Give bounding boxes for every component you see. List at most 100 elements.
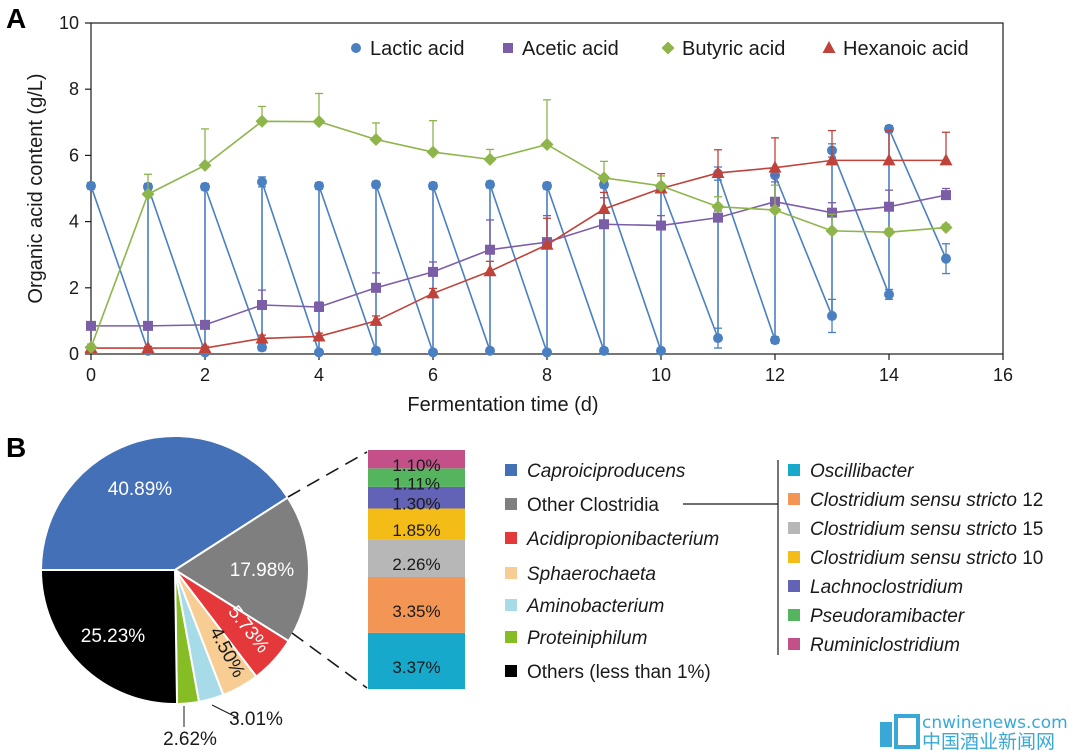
data-point — [141, 187, 155, 201]
watermark: cnwinenews.com 中国酒业新闻网 — [880, 713, 1068, 753]
legend-label: Aminobacterium — [526, 596, 664, 617]
bar-segment-ruminiclostridium — [368, 450, 465, 469]
bar-segment-lachnoclostridium — [368, 486, 465, 509]
series-hexanoic-acid — [84, 129, 953, 354]
y-axis-title: Organic acid content (g/L) — [25, 73, 47, 303]
legend-label: Butyric acid — [682, 38, 785, 60]
x-tick-label: 8 — [542, 365, 552, 385]
legend-swatch — [505, 599, 517, 611]
bar-segment-clostridium-sensu-stricto-12 — [368, 577, 465, 633]
data-point — [483, 152, 497, 166]
connector-dash-bottom — [291, 632, 368, 689]
data-point — [198, 158, 212, 172]
data-point — [143, 320, 153, 331]
data-point — [255, 331, 269, 344]
x-tick-label: 14 — [879, 365, 899, 385]
watermark-name: 中国酒业新闻网 — [922, 731, 1055, 753]
legend-marker — [661, 41, 675, 55]
data-point — [314, 347, 324, 358]
legend-label: Pseudoramibacter — [810, 606, 965, 627]
panel-a-letter: A — [6, 3, 26, 34]
data-point — [882, 153, 896, 166]
bar-segment-label: 3.37% — [392, 658, 440, 677]
watermark-site: cnwinenews.com — [922, 713, 1068, 733]
legend-marker — [351, 43, 361, 53]
x-tick-label: 4 — [314, 365, 324, 385]
data-point — [312, 115, 326, 129]
legend-label: Caproiciproducens — [527, 461, 686, 482]
data-point — [257, 300, 267, 311]
legend-label: Oscillibacter — [810, 461, 914, 482]
data-point — [314, 180, 324, 191]
data-point — [656, 220, 666, 231]
legend-label: Clostridium sensu stricto 12 — [810, 490, 1043, 511]
data-point — [656, 345, 666, 356]
legend-marker — [822, 41, 836, 53]
legend-swatch — [788, 638, 800, 650]
data-point — [485, 345, 495, 356]
legend-label: Acidipropionibacterium — [526, 529, 719, 550]
data-point — [314, 301, 324, 312]
leader-line — [211, 704, 239, 719]
x-tick-label: 6 — [428, 365, 438, 385]
legend-label: Ruminiclostridium — [810, 635, 960, 656]
data-point — [255, 114, 269, 128]
data-point — [711, 165, 725, 178]
data-point — [713, 333, 723, 344]
data-point — [713, 212, 723, 223]
data-point — [941, 190, 951, 201]
series-lactic-acid — [86, 123, 951, 358]
legend-label: Clostridium sensu stricto 10 — [810, 548, 1043, 569]
pie-label: 40.89% — [108, 479, 173, 500]
data-point — [257, 342, 267, 353]
data-point — [371, 179, 381, 190]
data-point — [597, 171, 611, 185]
legend-label: Lachnoclostridium — [810, 577, 963, 598]
series-line — [90, 128, 947, 353]
pie-label: 2.62% — [163, 729, 217, 750]
line-chart-organic-acids: 0 2 4 6 8 10 12 14 16 0 2 4 6 8 10 Fermentation time (d… — [25, 13, 1013, 416]
data-point — [599, 179, 609, 190]
bar-segment-clostridium-sensu-stricto-15 — [368, 539, 465, 577]
data-point — [200, 319, 210, 330]
x-tick-label: 16 — [993, 365, 1013, 385]
series-line — [91, 159, 946, 349]
legend-swatch — [505, 631, 517, 643]
legend-swatch — [788, 464, 800, 476]
legend-label: Proteiniphilum — [527, 628, 647, 649]
data-point — [257, 176, 267, 187]
legend-label: Others (less than 1%) — [527, 662, 711, 683]
x-tick-label: 0 — [86, 365, 96, 385]
data-point — [768, 203, 782, 217]
legend-swatch — [505, 665, 517, 677]
x-tick-label: 2 — [200, 365, 210, 385]
data-point — [827, 310, 837, 321]
legend-label: Hexanoic acid — [843, 38, 969, 60]
bar-segment-label: 1.10% — [392, 456, 440, 475]
y-tick-label: 0 — [69, 344, 79, 364]
y-tick-label: 8 — [69, 79, 79, 99]
y-tick-label: 10 — [59, 13, 79, 33]
pie-label: 25.23% — [81, 626, 146, 647]
x-tick-label: 10 — [651, 365, 671, 385]
legend-community: Caproiciproducens Other Clostridia Acidipr… — [505, 460, 1043, 683]
pie-label: 17.98% — [230, 560, 295, 581]
legend-label: Sphaerochaeta — [527, 564, 656, 585]
data-point — [84, 340, 98, 354]
pie-chart-community: 40.89%17.98%5.73%4.50%3.01%2.62%25.23% — [39, 435, 310, 750]
data-point — [599, 219, 609, 230]
series-acetic-acid — [86, 174, 951, 331]
bar-segment-pseudoramibacter — [368, 468, 465, 487]
legend-label: Lactic acid — [370, 38, 465, 60]
data-point — [428, 180, 438, 191]
data-point — [369, 133, 383, 147]
legend-swatch — [505, 532, 517, 544]
legend-swatch — [788, 522, 800, 534]
data-point — [428, 266, 438, 277]
legend-swatch — [505, 464, 517, 476]
data-point — [827, 207, 837, 218]
data-point — [770, 335, 780, 346]
data-point — [597, 202, 611, 215]
data-point — [939, 221, 953, 235]
data-point — [939, 153, 953, 166]
